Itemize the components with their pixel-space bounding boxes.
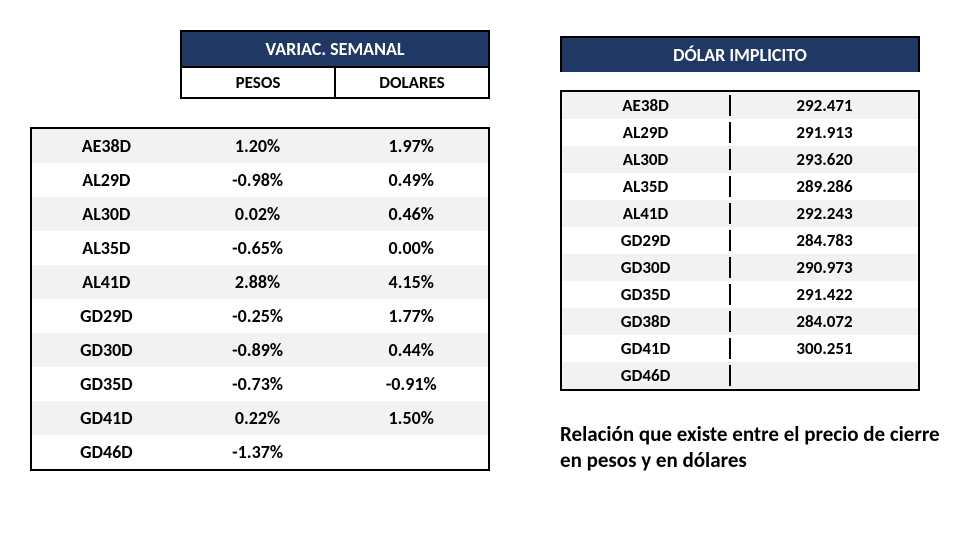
cell-value: 293.620 bbox=[731, 149, 918, 170]
cell-pesos: -0.98% bbox=[181, 169, 335, 191]
cell-value: 291.422 bbox=[731, 284, 918, 305]
subheader-dolares: DOLARES bbox=[336, 68, 488, 97]
variac-subheaders: PESOS DOLARES bbox=[182, 66, 488, 97]
cell-ticker: GD41D bbox=[32, 407, 181, 429]
table-row: AL35D -0.65% 0.00% bbox=[32, 231, 488, 265]
cell-dolares: 0.44% bbox=[334, 339, 488, 361]
cell-pesos: -0.89% bbox=[181, 339, 335, 361]
dolar-block: DÓLAR IMPLICITO AE38D 292.471 AL29D 291.… bbox=[560, 36, 950, 391]
subheader-pesos: PESOS bbox=[182, 68, 336, 97]
cell-ticker: AL35D bbox=[32, 237, 181, 259]
cell-ticker: GD29D bbox=[562, 230, 731, 251]
cell-ticker: AL29D bbox=[32, 169, 181, 191]
table-row: AL29D 291.913 bbox=[562, 119, 918, 146]
cell-value: 284.783 bbox=[731, 230, 918, 251]
cell-pesos: 0.02% bbox=[181, 203, 335, 225]
cell-dolares: 0.46% bbox=[334, 203, 488, 225]
cell-ticker: AL30D bbox=[32, 203, 181, 225]
table-row: GD41D 300.251 bbox=[562, 335, 918, 362]
variac-table: AE38D 1.20% 1.97% AL29D -0.98% 0.49% AL3… bbox=[30, 127, 490, 471]
cell-ticker: AL35D bbox=[562, 176, 731, 197]
cell-dolares: 1.97% bbox=[334, 135, 488, 157]
cell-value: 300.251 bbox=[731, 338, 918, 359]
table-row: AE38D 292.471 bbox=[562, 92, 918, 119]
table-row: AL41D 2.88% 4.15% bbox=[32, 265, 488, 299]
cell-pesos: -1.37% bbox=[181, 441, 335, 463]
cell-ticker: AE38D bbox=[32, 135, 181, 157]
dolar-table: AE38D 292.471 AL29D 291.913 AL30D 293.62… bbox=[560, 90, 920, 391]
cell-value: 292.471 bbox=[731, 95, 918, 116]
cell-ticker: GD30D bbox=[32, 339, 181, 361]
table-row: GD29D -0.25% 1.77% bbox=[32, 299, 488, 333]
table-row: GD35D -0.73% -0.91% bbox=[32, 367, 488, 401]
page-container: VARIAC. SEMANAL PESOS DOLARES AE38D 1.20… bbox=[0, 0, 980, 484]
right-section: DÓLAR IMPLICITO AE38D 292.471 AL29D 291.… bbox=[520, 30, 950, 474]
table-row: GD29D 284.783 bbox=[562, 227, 918, 254]
left-section: VARIAC. SEMANAL PESOS DOLARES AE38D 1.20… bbox=[30, 30, 520, 474]
table-row: AL41D 292.243 bbox=[562, 200, 918, 227]
caption-text: Relación que existe entre el precio de c… bbox=[560, 421, 960, 474]
table-row: GD35D 291.422 bbox=[562, 281, 918, 308]
table-row: GD30D 290.973 bbox=[562, 254, 918, 281]
cell-ticker: GD35D bbox=[562, 284, 731, 305]
cell-ticker: GD29D bbox=[32, 305, 181, 327]
cell-dolares: -0.91% bbox=[334, 373, 488, 395]
cell-pesos: 1.20% bbox=[181, 135, 335, 157]
cell-dolares: 0.00% bbox=[334, 237, 488, 259]
dolar-title: DÓLAR IMPLICITO bbox=[562, 38, 918, 72]
cell-pesos: -0.73% bbox=[181, 373, 335, 395]
cell-value: 290.973 bbox=[731, 257, 918, 278]
cell-ticker: GD46D bbox=[562, 365, 731, 386]
cell-value: 291.913 bbox=[731, 122, 918, 143]
table-row: GD41D 0.22% 1.50% bbox=[32, 401, 488, 435]
table-row: GD46D bbox=[562, 362, 918, 389]
variac-header-block: VARIAC. SEMANAL PESOS DOLARES bbox=[180, 30, 490, 99]
cell-ticker: GD38D bbox=[562, 311, 731, 332]
cell-value: 284.072 bbox=[731, 311, 918, 332]
table-row: GD38D 284.072 bbox=[562, 308, 918, 335]
table-row: AL29D -0.98% 0.49% bbox=[32, 163, 488, 197]
dolar-title-wrap: DÓLAR IMPLICITO bbox=[560, 36, 920, 72]
variac-title: VARIAC. SEMANAL bbox=[182, 32, 488, 66]
cell-ticker: AL29D bbox=[562, 122, 731, 143]
table-row: AE38D 1.20% 1.97% bbox=[32, 129, 488, 163]
cell-dolares: 1.50% bbox=[334, 407, 488, 429]
cell-pesos: -0.25% bbox=[181, 305, 335, 327]
cell-ticker: AL41D bbox=[32, 271, 181, 293]
cell-ticker: GD35D bbox=[32, 373, 181, 395]
cell-dolares: 1.77% bbox=[334, 305, 488, 327]
cell-pesos: -0.65% bbox=[181, 237, 335, 259]
cell-pesos: 2.88% bbox=[181, 271, 335, 293]
table-row: AL35D 289.286 bbox=[562, 173, 918, 200]
cell-ticker: AL41D bbox=[562, 203, 731, 224]
cell-ticker: AL30D bbox=[562, 149, 731, 170]
cell-value: 289.286 bbox=[731, 176, 918, 197]
cell-dolares: 4.15% bbox=[334, 271, 488, 293]
cell-ticker: AE38D bbox=[562, 95, 731, 116]
table-row: GD46D -1.37% bbox=[32, 435, 488, 469]
cell-dolares: 0.49% bbox=[334, 169, 488, 191]
cell-pesos: 0.22% bbox=[181, 407, 335, 429]
cell-value: 292.243 bbox=[731, 203, 918, 224]
cell-ticker: GD41D bbox=[562, 338, 731, 359]
cell-ticker: GD46D bbox=[32, 441, 181, 463]
table-row: AL30D 293.620 bbox=[562, 146, 918, 173]
table-row: GD30D -0.89% 0.44% bbox=[32, 333, 488, 367]
table-row: AL30D 0.02% 0.46% bbox=[32, 197, 488, 231]
cell-ticker: GD30D bbox=[562, 257, 731, 278]
